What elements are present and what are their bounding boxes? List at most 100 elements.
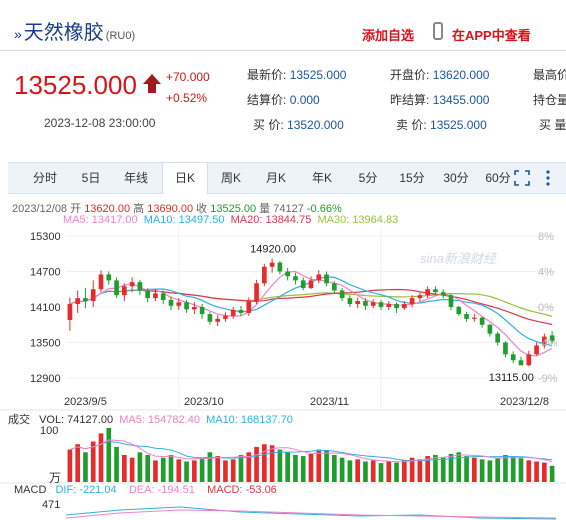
candle-body [277, 262, 283, 272]
phone-icon[interactable] [433, 22, 443, 40]
min-price-label: 13115.00 [489, 372, 534, 384]
ma10-legend: MA10: 13497.50 [143, 214, 225, 226]
candle-body [246, 301, 252, 313]
volume-bar [332, 455, 337, 482]
volume-bar [487, 460, 493, 482]
candle-body [448, 295, 454, 307]
tab-yearly-k[interactable]: 年K [311, 171, 332, 185]
period-tabs: 分时 5日 年线 日K 周K 月K 年K 5分 15分 30分 60分 [8, 162, 566, 194]
quote-field-open-interest: 持仓量 [533, 93, 566, 107]
candle-body [534, 345, 539, 355]
instrument-name: 天然橡胶 [23, 22, 104, 44]
tab-intraday[interactable]: 分时 [32, 171, 57, 185]
tab-30min[interactable]: 30分 [443, 171, 469, 185]
volume-bar [394, 462, 399, 482]
candle-body [456, 307, 462, 315]
volume-bar [160, 457, 166, 482]
candle-body [526, 354, 532, 366]
volume-info-line: 成交 VOL: 74127.00 MA5: 154782.40 MA10: 16… [8, 414, 293, 426]
tab-year-line[interactable]: 年线 [123, 171, 148, 185]
volume-bar [223, 460, 228, 482]
volume-bar [308, 453, 314, 482]
candle-body [355, 301, 360, 305]
volume-bar [75, 444, 80, 482]
volume-bar [534, 461, 539, 482]
volume-bar [425, 456, 430, 482]
volume-bar [184, 461, 189, 482]
candle-body [370, 302, 376, 306]
volume-unit: 万 [49, 471, 62, 485]
pct-tick-label: -9% [538, 373, 558, 385]
tab-5day[interactable]: 5日 [81, 171, 101, 185]
pct-tick-label: 0% [538, 302, 554, 314]
tab-15min[interactable]: 15分 [399, 171, 425, 185]
tab-weekly-k[interactable]: 周K [220, 171, 241, 185]
tab-60min[interactable]: 60分 [485, 171, 511, 185]
kline-info-line: 2023/12/08 开 13620.00 高 13690.00 收 13525… [12, 203, 342, 215]
volume-bar [440, 457, 446, 482]
open-in-app-button[interactable]: 在APP中查看 [452, 28, 531, 43]
header-bar: » 天然橡胶 (RU0) 添加自选 在APP中查看 [0, 0, 566, 51]
add-watchlist-button[interactable]: 添加自选 [362, 28, 415, 43]
candle-body [503, 342, 508, 355]
more-options-icon[interactable] [544, 169, 552, 187]
candle-body [332, 283, 337, 291]
candle-body [479, 317, 485, 325]
volume-bar [300, 456, 306, 482]
volume-bar [293, 455, 298, 482]
candle-body [542, 336, 547, 346]
ma20-line [69, 288, 553, 326]
candle-body [199, 307, 205, 315]
candle-body [207, 314, 213, 322]
max-price-label: 14920.00 [250, 243, 296, 255]
quote-field-high: 最高价 [533, 68, 566, 82]
candle-body [472, 317, 477, 319]
candle-body [402, 304, 407, 309]
candle-body [363, 301, 368, 306]
volume-bar [168, 455, 174, 482]
volume-bar [122, 455, 127, 482]
volume-bar [277, 449, 283, 482]
sina-watermark: sina新浪财经 [420, 251, 498, 266]
candle-body [386, 304, 392, 307]
tab-daily-k[interactable]: 日K [162, 163, 208, 194]
candle-body [106, 274, 112, 281]
volume-bar [339, 457, 345, 482]
current-price: 13525.000 [14, 70, 137, 100]
quote-field-ask: 卖 价: 13525.000 [396, 118, 487, 132]
candle-body [464, 314, 469, 319]
quote-field-prev-settle: 昨结算: 13455.000 [390, 93, 490, 107]
macd-axis-top: 471 [42, 499, 61, 511]
menu-arrow-icon[interactable]: » [14, 26, 22, 42]
candle-body [160, 293, 166, 300]
tab-monthly-k[interactable]: 月K [265, 171, 286, 185]
volume-bar [417, 459, 423, 482]
candle-body [238, 309, 244, 313]
volume-bar [176, 459, 182, 482]
ma5-legend: MA5: 13417.00 [63, 214, 138, 226]
pct-tick-label: 4% [538, 267, 554, 279]
candle-body [510, 354, 516, 361]
volume-bar [98, 433, 104, 482]
tab-5min[interactable]: 5分 [358, 171, 378, 185]
instrument-title[interactable]: » 天然橡胶 (RU0) [14, 16, 135, 45]
instrument-code: (RU0) [105, 30, 136, 42]
volume-bar [137, 452, 143, 482]
candle-body [145, 290, 150, 299]
quote-field-latest: 最新价: 13525.000 [247, 68, 347, 82]
candle-body [254, 283, 259, 302]
pct-tick-label: 8% [538, 231, 554, 243]
candle-body [269, 262, 275, 267]
volume-bar [518, 458, 524, 482]
fullscreen-icon[interactable] [514, 170, 530, 186]
volume-bar [207, 452, 213, 482]
candle-body [129, 282, 135, 287]
candle-body [339, 290, 345, 299]
volume-bar [83, 452, 88, 482]
price-tick-label: 15300 [30, 231, 61, 243]
volume-axis-top: 100 [40, 425, 59, 437]
volume-bar [549, 465, 555, 482]
candle-body [223, 315, 228, 319]
quote-field-settle: 结算价: 0.000 [247, 93, 320, 107]
